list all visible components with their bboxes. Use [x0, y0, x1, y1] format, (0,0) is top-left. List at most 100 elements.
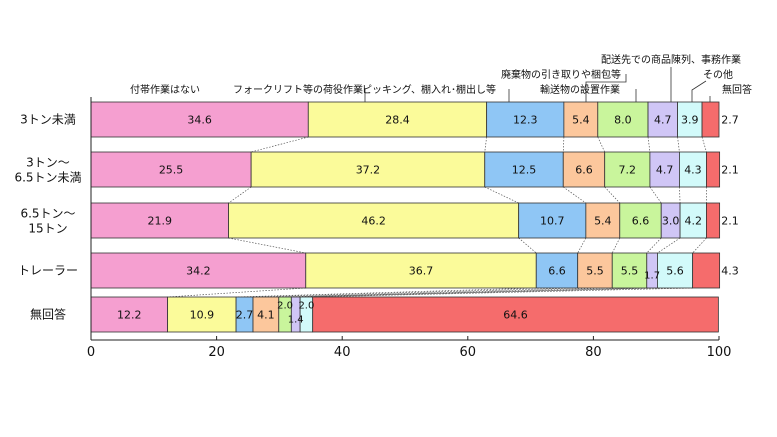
data-labels: 34.6 28.4 12.3 5.4 8.0 4.7 3.9 2.7 25.5 37.2 12.5 6…: [117, 114, 739, 326]
x-axis: 0 20 40 60 80 100: [87, 97, 732, 360]
bar-segment: [90, 202, 229, 239]
x-tick-label: 20: [208, 345, 225, 360]
data-label: 5.4: [572, 114, 590, 127]
connector-line: [291, 287, 647, 298]
legend-label: フォークリフト等の荷役作業: [233, 83, 363, 96]
connector-line: [649, 186, 662, 204]
category-label: 6.5トン未満: [14, 171, 81, 185]
data-label: 7.2: [619, 164, 637, 177]
legend-label: その他: [703, 68, 733, 81]
data-label: 5.5: [586, 265, 604, 278]
data-label: 4.3: [684, 164, 702, 177]
connector-line: [251, 136, 309, 153]
bar-segment: [647, 101, 678, 138]
category-label: 15トン: [28, 222, 67, 236]
data-label: 2.7: [236, 309, 254, 322]
bar-segment: [486, 101, 565, 138]
bar-segment: [701, 101, 720, 138]
bar-segment: [706, 202, 721, 239]
data-label: 6.6: [632, 215, 650, 228]
category-label: 3トン〜: [26, 156, 70, 170]
data-label: 6.6: [575, 164, 593, 177]
connector-line: [300, 287, 658, 298]
data-label: 6.6: [548, 265, 566, 278]
data-label: 36.7: [409, 265, 434, 278]
connector-line: [646, 237, 662, 254]
connector-line: [577, 237, 587, 254]
data-label: 37.2: [356, 164, 381, 177]
bar-segment: [597, 101, 649, 138]
connector-line: [647, 136, 651, 153]
connector-line: [611, 237, 621, 254]
legend-leader-line: [585, 74, 627, 102]
data-label: 4.7: [654, 114, 672, 127]
connector-line: [518, 237, 537, 254]
bar-segment: [167, 296, 237, 333]
x-tick-label: 60: [460, 345, 477, 360]
bar-segment: [535, 252, 579, 289]
bar-connector-lines: [167, 136, 707, 298]
connector-line: [657, 237, 681, 254]
data-label: 3.9: [681, 114, 699, 127]
bar-segment: [577, 252, 613, 289]
legend-label: 無回答: [722, 83, 752, 96]
connector-line: [228, 186, 252, 204]
connector-line: [679, 186, 681, 204]
data-label: 12.3: [513, 114, 538, 127]
x-tick-label: 80: [585, 345, 602, 360]
connector-line: [677, 136, 680, 153]
bar-segment: [307, 101, 488, 138]
data-label: 2.1: [721, 215, 739, 228]
connector-line: [312, 287, 693, 298]
category-label: 無回答: [30, 307, 66, 322]
data-label: 2.7: [721, 114, 739, 127]
bar-segment: [706, 151, 721, 188]
connector-line: [228, 237, 306, 254]
data-label: 12.5: [512, 164, 537, 177]
data-label: 4.7: [656, 164, 674, 177]
category-label: トレーラー: [18, 264, 78, 278]
data-label: 4.3: [721, 265, 739, 278]
bar-segment: [228, 202, 520, 239]
data-label: 12.2: [117, 309, 142, 322]
x-tick-label: 100: [707, 345, 732, 360]
connector-line: [484, 136, 487, 153]
data-label: 34.6: [187, 114, 212, 127]
connector-line: [563, 186, 587, 204]
data-label: 2.1: [721, 164, 739, 177]
bar-segment: [90, 252, 307, 289]
data-label: 46.2: [361, 215, 386, 228]
bar-segment: [250, 151, 486, 188]
data-label: 10.7: [540, 215, 565, 228]
data-label: 5.4: [594, 215, 612, 228]
bar-segment: [484, 151, 564, 188]
data-label: 21.9: [148, 215, 173, 228]
data-label: 2.0: [298, 301, 314, 312]
connector-line: [167, 287, 306, 298]
bar-segment: [585, 202, 621, 239]
legend-leader-line: [691, 80, 707, 102]
connector-line: [484, 186, 519, 204]
bar-segment: [677, 101, 703, 138]
x-tick-label: 40: [334, 345, 351, 360]
bar-segment: [679, 202, 707, 239]
data-label: 1.7: [644, 271, 660, 282]
connector-line: [278, 287, 613, 298]
connector-line: [692, 237, 707, 254]
data-label: 28.4: [385, 114, 410, 127]
bar-segment: [252, 296, 280, 333]
data-label: 4.2: [685, 215, 703, 228]
connector-line: [597, 136, 606, 153]
connector-line: [253, 287, 578, 298]
bar-segment: [649, 151, 680, 188]
data-label: 8.0: [614, 114, 632, 127]
connector-line: [604, 186, 621, 204]
bar-segment: [679, 151, 707, 188]
bar-segment: [562, 151, 606, 188]
data-label: 64.6: [503, 309, 528, 322]
legend-label: 付帯作業はない: [130, 83, 200, 96]
bar-segment: [563, 101, 599, 138]
data-label: 34.2: [186, 265, 211, 278]
